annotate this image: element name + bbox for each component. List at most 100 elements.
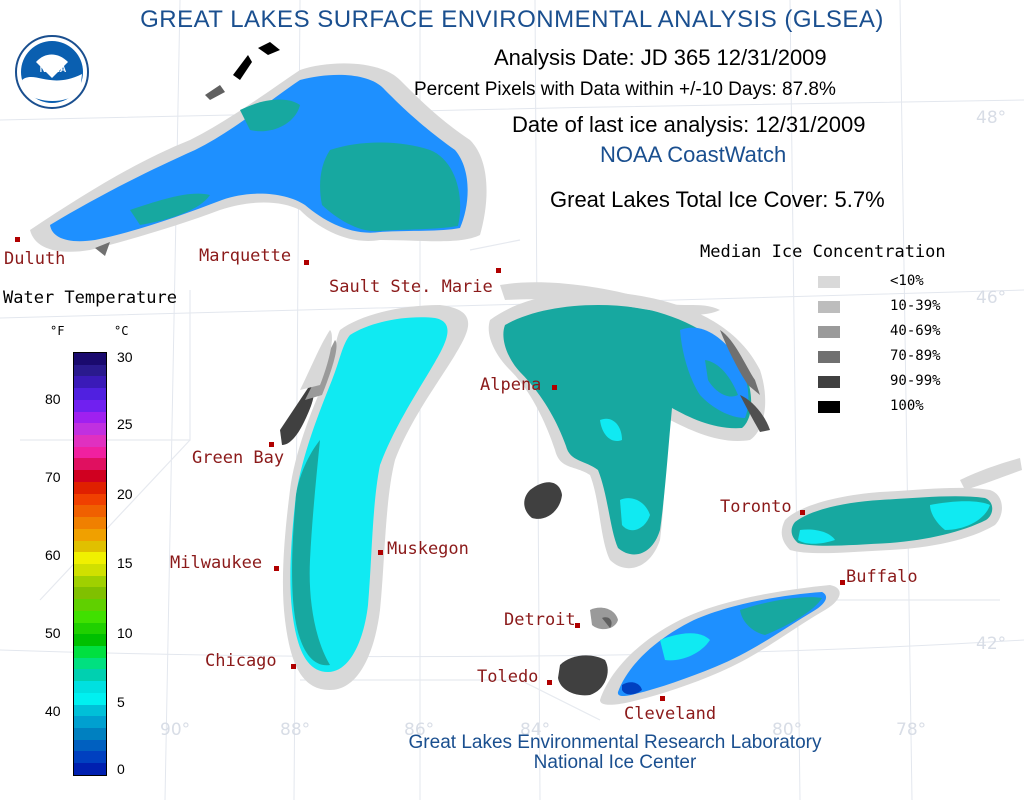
colorbar-segment: [74, 399, 106, 412]
city-label-detroit: Detroit: [504, 610, 576, 630]
ice-swatch-40-69: [818, 326, 840, 338]
colorbar-segment: [74, 610, 106, 623]
ice-swatch-100: [818, 401, 840, 413]
colorbar-segment: [74, 622, 106, 635]
lon-84-label: 84°: [520, 720, 551, 740]
colorbar-segment: [74, 493, 106, 506]
colorbar-segment: [74, 681, 106, 693]
city-label-duluth: Duluth: [4, 249, 66, 269]
noaa-coastwatch: NOAA CoastWatch: [600, 142, 787, 167]
c-tick-10: 10: [117, 625, 133, 641]
f-tick-40: 40: [45, 703, 61, 719]
ice-swatch-10-39: [818, 301, 840, 313]
f-tick-60: 60: [45, 547, 61, 563]
ice-label-100: 100%: [890, 398, 924, 414]
colorbar-segment: [74, 751, 106, 764]
colorbar-segment: [74, 528, 106, 541]
ice-legend-title: Median Ice Concentration: [700, 242, 946, 262]
colorbar-segment: [74, 411, 106, 424]
c-tick-20: 20: [117, 486, 133, 502]
lat-46-label: 46°: [976, 288, 1007, 308]
colorbar-segment: [74, 716, 106, 728]
colorbar-segment: [74, 552, 106, 564]
temp-unit-f: °F: [50, 324, 65, 338]
colorbar-segment: [74, 517, 106, 529]
saginaw-bay-ice: [524, 482, 562, 519]
colorbar-segment: [74, 446, 106, 459]
colorbar-segment: [74, 458, 106, 471]
lake-michigan-water: [290, 317, 448, 672]
colorbar-segment: [74, 739, 106, 752]
colorbar-segment: [74, 353, 106, 365]
colorbar-segment: [74, 376, 106, 389]
colorbar-segment: [74, 669, 106, 682]
city-label-toledo: Toledo: [477, 667, 539, 687]
city-label-milwaukee: Milwaukee: [170, 553, 263, 573]
lon-78-label: 78°: [896, 720, 927, 740]
last-ice-analysis: Date of last ice analysis: 12/31/2009: [512, 112, 866, 137]
lon-90-label: 90°: [160, 720, 191, 740]
city-label-green-bay: Green Bay: [192, 448, 285, 468]
colorbar-segment: [74, 763, 106, 775]
lat-48-label: 48°: [976, 108, 1007, 128]
green-bay-ice: [280, 385, 314, 445]
colorbar-segment: [74, 704, 106, 717]
temp-unit-c: °C: [114, 324, 129, 338]
colorbar-segment: [74, 563, 106, 576]
colorbar-segment: [74, 657, 106, 670]
colorbar-segment: [74, 728, 106, 740]
c-tick-0: 0: [117, 761, 125, 777]
ice-label-70-89: 70-89%: [890, 348, 941, 364]
colorbar-segment: [74, 540, 106, 553]
colorbar-segment: [74, 599, 106, 611]
lon-80-label: 80°: [772, 720, 803, 740]
ice-label-10-39: 10-39%: [890, 298, 941, 314]
lon-86-label: 86°: [404, 720, 435, 740]
colorbar-segment: [74, 505, 106, 518]
ice-label-40-69: 40-69%: [890, 323, 941, 339]
f-tick-80: 80: [45, 391, 61, 407]
percent-pixels: Percent Pixels with Data within +/-10 Da…: [414, 79, 836, 100]
ice-swatch-90-99: [818, 376, 840, 388]
c-tick-15: 15: [117, 555, 133, 571]
analysis-date: Analysis Date: JD 365 12/31/2009: [494, 45, 827, 70]
colorbar-segment: [74, 692, 106, 705]
lake-michigan-teal-edge: [292, 440, 330, 666]
city-label-buffalo: Buffalo: [846, 567, 918, 587]
c-tick-25: 25: [117, 416, 133, 432]
ice-swatch-70-89: [818, 351, 840, 363]
temp-colorbar: [73, 352, 107, 776]
page-title: GREAT LAKES SURFACE ENVIRONMENTAL ANALYS…: [140, 6, 884, 33]
lat-42-label: 42°: [976, 634, 1007, 654]
c-tick-30: 30: [117, 349, 133, 365]
c-tick-5: 5: [117, 694, 125, 710]
ice-label-90-99: 90-99%: [890, 373, 941, 389]
colorbar-segment: [74, 481, 106, 494]
colorbar-segment: [74, 435, 106, 447]
colorbar-segment: [74, 634, 106, 646]
footer-glerl: Great Lakes Environmental Research Labor…: [408, 732, 822, 753]
lon-88-label: 88°: [280, 720, 311, 740]
f-tick-50: 50: [45, 625, 61, 641]
colorbar-segment: [74, 575, 106, 588]
city-label-cleveland: Cleveland: [624, 704, 717, 724]
noaa-logo: [15, 35, 89, 109]
ice-label-lt10: <10%: [890, 273, 924, 289]
lake-superior-teal-region: [320, 142, 461, 232]
colorbar-segment: [74, 470, 106, 482]
colorbar-segment: [74, 645, 106, 658]
temp-legend-title: Water Temperature: [3, 288, 177, 308]
city-label-chicago: Chicago: [205, 651, 277, 671]
city-label-alpena: Alpena: [480, 375, 542, 395]
colorbar-segment: [74, 364, 106, 377]
western-erie-ice: [558, 655, 608, 696]
colorbar-segment: [74, 388, 106, 400]
isle-royale-ice: [233, 55, 252, 80]
f-tick-70: 70: [45, 469, 61, 485]
city-label-toronto: Toronto: [720, 497, 792, 517]
city-label-muskegon: Muskegon: [387, 539, 469, 559]
footer-nic: National Ice Center: [533, 752, 697, 773]
city-markers: [15, 237, 845, 701]
noaa-logo-text: NOAA: [39, 64, 67, 74]
